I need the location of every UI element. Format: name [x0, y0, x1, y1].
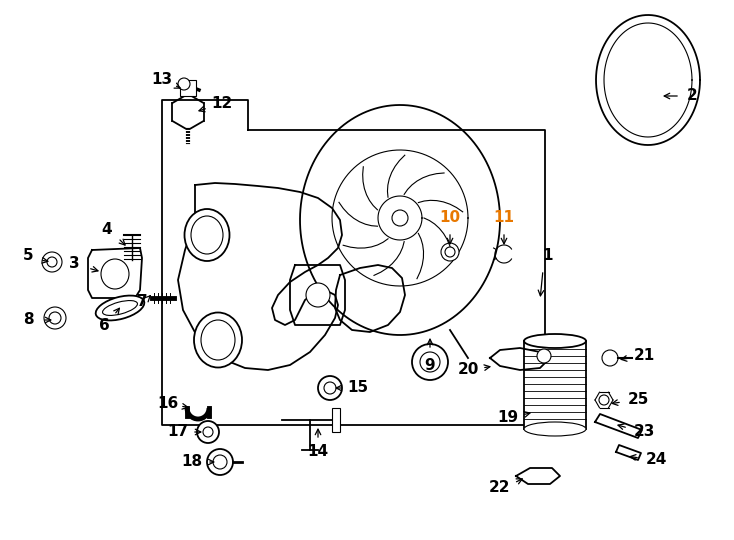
Ellipse shape [184, 209, 230, 261]
Polygon shape [616, 445, 641, 460]
Circle shape [207, 449, 233, 475]
Circle shape [602, 350, 618, 366]
Ellipse shape [103, 301, 137, 315]
Circle shape [324, 382, 336, 394]
Ellipse shape [524, 334, 586, 348]
Circle shape [420, 352, 440, 372]
Text: 4: 4 [102, 222, 112, 238]
Circle shape [318, 376, 342, 400]
Circle shape [203, 427, 213, 437]
Polygon shape [595, 414, 642, 438]
Circle shape [412, 344, 448, 380]
Text: 23: 23 [633, 424, 655, 440]
Circle shape [49, 312, 61, 324]
Text: 14: 14 [308, 444, 329, 460]
Circle shape [392, 210, 408, 226]
Text: 21: 21 [633, 348, 655, 362]
Text: 1: 1 [542, 247, 553, 262]
Circle shape [445, 247, 455, 257]
Circle shape [44, 307, 66, 329]
Text: 11: 11 [493, 211, 515, 226]
Text: 12: 12 [211, 97, 233, 111]
Circle shape [213, 455, 227, 469]
Text: 7: 7 [137, 294, 148, 309]
Text: 10: 10 [440, 211, 460, 226]
Circle shape [178, 78, 190, 90]
Polygon shape [490, 348, 548, 370]
Circle shape [42, 252, 62, 272]
Text: 15: 15 [347, 381, 368, 395]
Text: 17: 17 [167, 424, 189, 440]
Text: 20: 20 [457, 362, 479, 377]
Circle shape [197, 421, 219, 443]
Text: 16: 16 [157, 396, 178, 411]
Bar [332, 408, 340, 432]
Ellipse shape [101, 259, 129, 289]
Text: 19: 19 [498, 410, 518, 426]
Circle shape [47, 257, 57, 267]
Bar [180, 80, 196, 96]
Circle shape [537, 349, 551, 363]
Ellipse shape [95, 295, 145, 320]
Bar [524, 341, 586, 429]
Text: 5: 5 [23, 247, 33, 262]
Ellipse shape [524, 422, 586, 436]
Polygon shape [516, 468, 560, 484]
Text: 22: 22 [490, 481, 511, 496]
Text: 3: 3 [69, 255, 79, 271]
Circle shape [599, 395, 609, 405]
Ellipse shape [201, 320, 235, 360]
Circle shape [441, 243, 459, 261]
Text: 18: 18 [181, 455, 203, 469]
Text: 2: 2 [686, 89, 697, 104]
Ellipse shape [194, 313, 242, 368]
Ellipse shape [191, 216, 223, 254]
Text: 25: 25 [628, 393, 649, 408]
Text: 6: 6 [98, 318, 109, 333]
Text: 13: 13 [151, 72, 172, 87]
Text: 24: 24 [645, 453, 666, 468]
Circle shape [306, 283, 330, 307]
Text: 9: 9 [425, 357, 435, 373]
Text: 8: 8 [23, 313, 33, 327]
